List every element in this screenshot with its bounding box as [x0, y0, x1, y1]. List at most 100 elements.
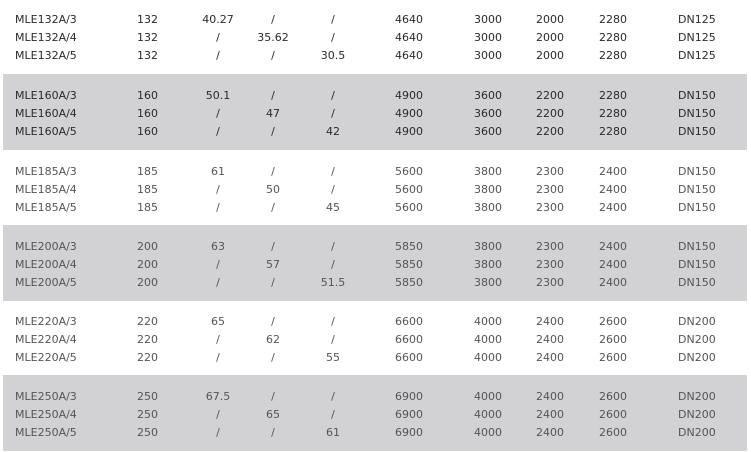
table-row: MLE185A/3 185 61 / / 5600 3800 2300 2400 DN150	[3, 163, 747, 181]
table-cell: /	[331, 183, 335, 196]
table-cell: MLE132A/4	[15, 31, 77, 44]
table-cell: 5600	[395, 183, 423, 196]
table-cell: 2400	[599, 258, 627, 271]
table-cell: 2280	[599, 125, 627, 138]
table-cell: /	[271, 125, 275, 138]
table-cell: DN150	[678, 165, 716, 178]
table-cell: 4000	[474, 408, 502, 421]
table-cell: 2600	[599, 315, 627, 328]
table-cell: 47	[266, 107, 280, 120]
table-cell: /	[331, 31, 335, 44]
table-cell: MLE200A/5	[15, 276, 77, 289]
table-cell: /	[331, 408, 335, 421]
table-row: MLE132A/3 132 40.27 / / 4640 3000 2000 2280 DN125	[3, 11, 747, 29]
table-cell: 3800	[474, 276, 502, 289]
table-cell: 2400	[536, 408, 564, 421]
table-cell: 6600	[395, 315, 423, 328]
table-cell: 185	[137, 165, 158, 178]
table-cell: MLE185A/3	[15, 165, 77, 178]
table-cell: 3000	[474, 49, 502, 62]
table-cell: /	[271, 315, 275, 328]
table-cell: 2600	[599, 426, 627, 439]
table-cell: 2400	[536, 390, 564, 403]
table-cell: DN200	[678, 426, 716, 439]
row-group: MLE132A/3 132 40.27 / / 4640 3000 2000 2280 DN125…	[3, 0, 747, 76]
table-cell: 2300	[536, 183, 564, 196]
table-row: MLE200A/3 200 63 / / 5850 3800 2300 2400 DN150	[3, 238, 747, 256]
table-cell: 160	[137, 107, 158, 120]
table-cell: 65	[211, 315, 225, 328]
table-cell: DN125	[678, 31, 716, 44]
table-cell: 2300	[536, 258, 564, 271]
table-cell: 42	[326, 125, 340, 138]
table-cell: /	[331, 13, 335, 26]
table-cell: /	[216, 426, 220, 439]
table-cell: 250	[137, 426, 158, 439]
table-cell: 200	[137, 240, 158, 253]
table-cell: /	[216, 49, 220, 62]
table-cell: /	[216, 276, 220, 289]
table-cell: 2200	[536, 107, 564, 120]
table-cell: /	[331, 89, 335, 102]
table-cell: 3600	[474, 89, 502, 102]
table-cell: DN150	[678, 107, 716, 120]
table-cell: 2600	[599, 351, 627, 364]
table-cell: 5600	[395, 165, 423, 178]
table-cell: /	[271, 240, 275, 253]
table-cell: DN150	[678, 89, 716, 102]
table-cell: /	[216, 333, 220, 346]
table-cell: 6600	[395, 333, 423, 346]
table-cell: DN125	[678, 13, 716, 26]
table-cell: DN150	[678, 240, 716, 253]
table-row: MLE160A/4 160 / 47 / 4900 3600 2200 2280 DN150	[3, 105, 747, 123]
table-cell: 200	[137, 276, 158, 289]
table-row: MLE200A/5 200 / / 51.5 5850 3800 2300 2400 DN150	[3, 274, 747, 292]
table-cell: 63	[211, 240, 225, 253]
table-cell: 4000	[474, 351, 502, 364]
table-cell: 5850	[395, 276, 423, 289]
table-cell: /	[216, 201, 220, 214]
table-cell: /	[331, 107, 335, 120]
table-row: MLE132A/4 132 / 35.62 / 4640 3000 2000 2280 DN125	[3, 29, 747, 47]
table-cell: 40.27	[202, 13, 234, 26]
table-cell: 160	[137, 125, 158, 138]
table-cell: /	[216, 408, 220, 421]
table-cell: 220	[137, 351, 158, 364]
row-group: MLE250A/3 250 67.5//6900 4000 2400 2600 DN200 M…	[3, 375, 747, 451]
table-cell: 2600	[599, 390, 627, 403]
table-cell: 4640	[395, 31, 423, 44]
table-row: MLE160A/3 160 50.1 / / 4900 3600 2200 2280 DN150	[3, 87, 747, 105]
table-cell: 250	[137, 408, 158, 421]
table-cell: 220	[137, 333, 158, 346]
table-cell: 2300	[536, 165, 564, 178]
table-row: MLE220A/3 220 65 / / 6600 4000 2400 2600 DN200	[3, 313, 747, 331]
row-group: MLE200A/3 200 63//5850 3800 2300 2400 DN150 MLE…	[3, 225, 747, 301]
table-cell: DN200	[678, 333, 716, 346]
table-cell: 2000	[536, 49, 564, 62]
table-cell: 6900	[395, 408, 423, 421]
table-cell: 2400	[536, 333, 564, 346]
table-cell: /	[271, 89, 275, 102]
table-cell: 61	[211, 165, 225, 178]
table-cell: MLE185A/5	[15, 201, 77, 214]
row-group: MLE185A/3 185 61//5600 3800 2300 2400 DN150 MLE…	[3, 150, 747, 226]
table-cell: /	[216, 351, 220, 364]
table-cell: 2300	[536, 276, 564, 289]
table-cell: 2280	[599, 89, 627, 102]
table-cell: 5850	[395, 258, 423, 271]
table-cell: DN150	[678, 276, 716, 289]
table-cell: 2400	[599, 165, 627, 178]
table-cell: 2600	[599, 333, 627, 346]
table-cell: 3600	[474, 125, 502, 138]
table-cell: 30.5	[320, 49, 346, 62]
table-cell: MLE160A/3	[15, 89, 77, 102]
table-cell: MLE160A/4	[15, 107, 77, 120]
table-row: MLE185A/5 185 / / 45 5600 3800 2300 2400 DN150	[3, 199, 747, 217]
table-cell: /	[331, 333, 335, 346]
table-cell: /	[271, 13, 275, 26]
table-cell: 61	[326, 426, 340, 439]
table-cell: MLE250A/5	[15, 426, 77, 439]
table-cell: MLE160A/5	[15, 125, 77, 138]
table-cell: 2300	[536, 240, 564, 253]
table-cell: 55	[326, 351, 340, 364]
